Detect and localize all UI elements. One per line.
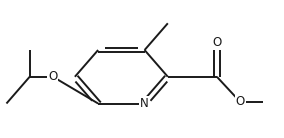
Text: O: O — [48, 70, 58, 83]
Text: O: O — [235, 95, 245, 108]
Text: O: O — [212, 36, 222, 49]
Text: N: N — [140, 97, 149, 110]
